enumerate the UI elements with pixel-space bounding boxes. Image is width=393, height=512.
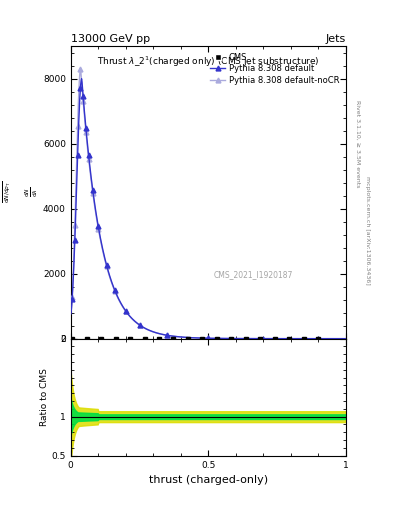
- Text: Jets: Jets: [325, 34, 346, 44]
- Text: Thrust $\lambda\_2^1$(charged only) (CMS jet substructure): Thrust $\lambda\_2^1$(charged only) (CMS…: [97, 55, 320, 69]
- Y-axis label: $\frac{1}{\mathrm{d}N/\mathrm{d}p_\mathrm{T}}$
$\frac{\mathrm{d}N}{\mathrm{d}\la: $\frac{1}{\mathrm{d}N/\mathrm{d}p_\mathr…: [0, 181, 40, 203]
- Y-axis label: Ratio to CMS: Ratio to CMS: [40, 368, 49, 426]
- Legend: CMS, Pythia 8.308 default, Pythia 8.308 default-noCR: CMS, Pythia 8.308 default, Pythia 8.308 …: [208, 50, 342, 87]
- Text: mcplots.cern.ch [arXiv:1306.3436]: mcplots.cern.ch [arXiv:1306.3436]: [365, 176, 371, 285]
- Text: 13000 GeV pp: 13000 GeV pp: [71, 34, 150, 44]
- Text: CMS_2021_I1920187: CMS_2021_I1920187: [214, 270, 293, 279]
- X-axis label: thrust (charged-only): thrust (charged-only): [149, 475, 268, 485]
- Text: Rivet 3.1.10, ≥ 3.5M events: Rivet 3.1.10, ≥ 3.5M events: [356, 100, 361, 187]
